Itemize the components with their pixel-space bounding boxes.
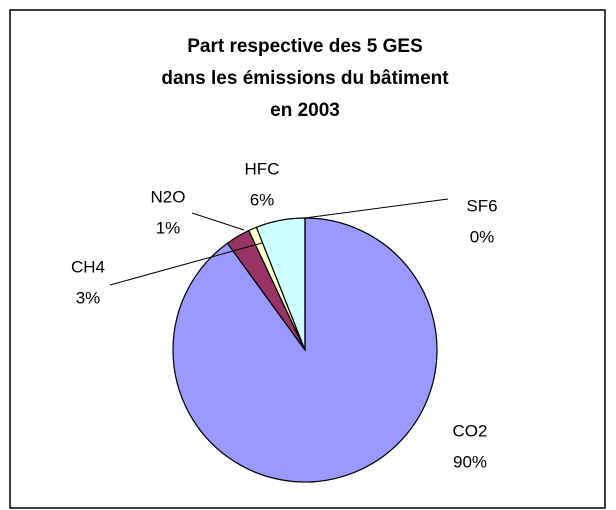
slice-value-label: 0% [470,227,495,246]
leader-line [109,242,263,286]
chart-title: en 2003 [270,100,340,121]
chart-title: Part respective des 5 GES [187,36,423,57]
leader-line [191,212,245,231]
leader-line [304,198,449,219]
slice-value-label: 90% [453,452,487,471]
slice-value-label: 6% [250,190,275,209]
chart-title: dans les émissions du bâtiment [161,68,449,89]
slice-label: CH4 [71,257,105,276]
slice-value-label: 3% [76,288,101,307]
slice-label: CO2 [453,421,488,440]
slice-label: N2O [151,187,186,206]
slice-label: HFC [245,159,280,178]
slice-label: SF6 [466,196,497,215]
slice-value-label: 1% [156,218,181,237]
